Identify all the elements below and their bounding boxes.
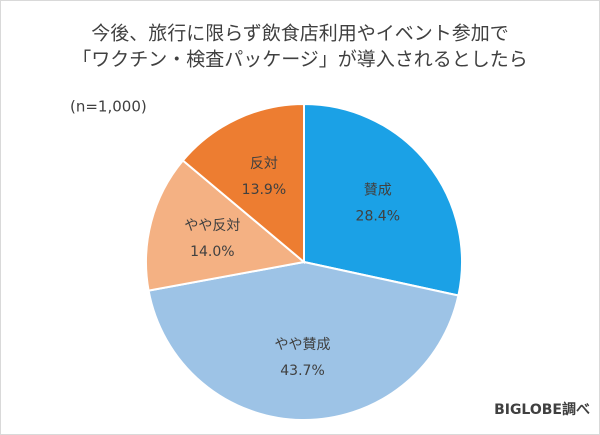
sample-note: (n=1,000): [70, 98, 147, 116]
slice-label: 賛成: [364, 182, 392, 198]
value-label: 14.0%: [190, 244, 234, 260]
value-label: 43.7%: [280, 363, 324, 379]
slice-label: やや反対: [184, 218, 240, 234]
pie-slice: [303, 102, 463, 297]
slice-label: やや賛成: [275, 337, 331, 353]
pie-slice: [181, 102, 305, 265]
slice-label: 反対: [250, 156, 278, 172]
value-label: 13.9%: [242, 182, 286, 198]
chart-title: 「ワクチン・検査パッケージ」が導入されるとしたら: [72, 49, 528, 71]
source: BIGLOBE調べ: [494, 401, 590, 418]
pie-slice: [145, 159, 307, 292]
pie: 賛成 28.4% やや賛成 43.7% やや反対 14.0% 反対 13.9%: [145, 102, 463, 421]
chart-title: 今後、旅行に限らず飲食店利用やイベント参加で: [91, 23, 509, 45]
value-label: 28.4%: [356, 208, 400, 224]
pie-slice: [147, 260, 460, 421]
